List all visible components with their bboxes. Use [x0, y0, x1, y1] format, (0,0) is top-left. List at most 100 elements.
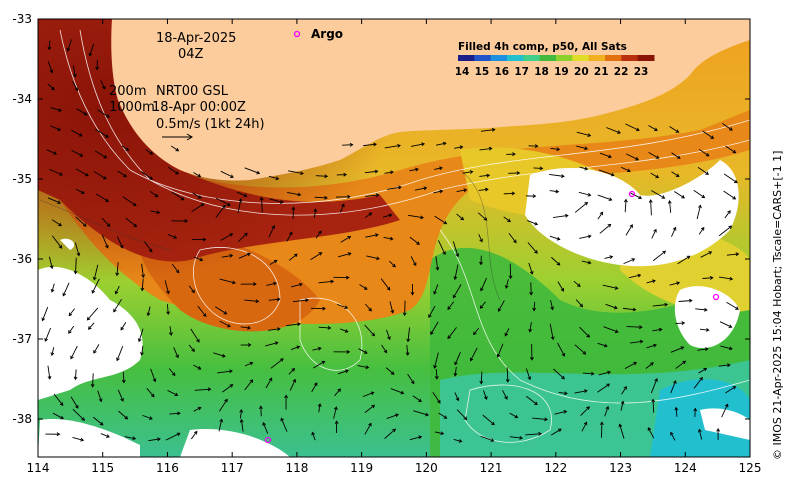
current-arrow-head: [202, 313, 207, 318]
current-arrow: [50, 125, 61, 131]
current-arrow: [215, 205, 226, 218]
current-arrow-head: [402, 312, 407, 317]
current-arrow-head: [271, 225, 276, 229]
current-arrow-head: [184, 219, 189, 223]
current-arrow: [624, 362, 637, 370]
current-arrow-head: [638, 195, 643, 200]
current-arrow-head: [180, 196, 185, 201]
current-arrow-head: [88, 326, 92, 330]
current-arrow-head: [255, 299, 260, 304]
current-arrow-head: [732, 386, 737, 390]
current-arrow-head: [405, 352, 410, 356]
current-arrow: [720, 345, 733, 350]
colorbar-tick-label: 21: [594, 66, 609, 78]
current-arrow-head: [140, 351, 144, 356]
current-arrow-head: [420, 215, 424, 220]
colorbar: [458, 55, 655, 61]
current-arrow: [413, 410, 429, 416]
current-arrow-head: [103, 154, 108, 159]
current-arrow: [480, 129, 495, 132]
current-arrow: [213, 352, 226, 357]
current-arrow-head: [334, 420, 339, 425]
current-arrow: [724, 210, 731, 219]
current-arrow-head: [608, 154, 612, 159]
current-arrow: [47, 83, 55, 90]
current-arrow: [552, 215, 568, 219]
current-arrow: [604, 256, 613, 259]
current-arrow-head: [647, 427, 652, 431]
current-arrow-head: [123, 173, 127, 178]
current-arrow-head: [698, 204, 702, 209]
current-arrow: [70, 345, 78, 359]
current-arrow-head: [58, 245, 63, 249]
current-arrow-head: [534, 250, 538, 254]
current-arrow-head: [483, 217, 488, 221]
current-arrow-head: [490, 438, 495, 442]
current-arrow: [72, 408, 85, 421]
current-arrow: [124, 436, 136, 440]
current-arrow-head: [688, 298, 693, 303]
current-arrow: [315, 230, 322, 239]
current-arrow-head: [219, 418, 224, 423]
current-arrow: [117, 170, 127, 178]
current-arrow-head: [455, 253, 460, 258]
current-arrow: [364, 303, 372, 312]
current-arrow: [550, 256, 561, 266]
argo-legend-icon: [293, 30, 301, 38]
current-arrow-head: [513, 239, 517, 244]
current-arrow: [318, 403, 321, 413]
current-arrow: [671, 227, 676, 237]
current-arrow-head: [727, 210, 731, 214]
current-arrow-head: [140, 287, 145, 292]
current-arrow: [268, 175, 279, 180]
current-arrow: [454, 366, 457, 376]
current-arrow: [603, 326, 619, 333]
current-arrow: [630, 192, 642, 199]
current-arrow-head: [460, 216, 465, 221]
current-arrow: [549, 190, 559, 193]
y-axis: -33 -34 -35 -36 -37 -38: [12, 12, 750, 426]
current-arrow-head: [410, 291, 415, 296]
current-arrow: [340, 236, 351, 243]
current-arrow: [605, 303, 618, 309]
current-arrow: [697, 166, 709, 175]
current-arrow: [385, 367, 395, 375]
current-arrow-head: [395, 413, 399, 418]
current-arrow: [648, 125, 658, 131]
current-arrow-head: [584, 166, 589, 171]
current-arrow: [480, 277, 487, 291]
current-arrow-head: [587, 260, 592, 265]
current-arrow: [669, 200, 672, 213]
current-arrow: [438, 412, 447, 419]
current-arrow: [236, 191, 247, 197]
current-arrow-head: [463, 416, 468, 421]
current-arrow: [115, 285, 120, 294]
current-arrow: [505, 279, 509, 289]
current-arrow: [62, 282, 70, 296]
current-arrow-head: [175, 354, 179, 359]
current-arrow-head: [90, 383, 95, 388]
current-arrow-head: [193, 430, 198, 435]
current-arrow: [190, 328, 200, 343]
current-arrow: [576, 131, 591, 137]
current-arrow-head: [652, 279, 656, 284]
current-arrow-head: [368, 422, 372, 427]
current-arrow-head: [550, 336, 555, 341]
current-arrow: [101, 234, 109, 248]
current-arrow: [384, 428, 396, 439]
colorbar-swatch: [507, 55, 524, 61]
current-arrow-head: [74, 87, 79, 92]
current-arrow: [525, 395, 538, 405]
colorbar-tick-label: 14: [455, 66, 470, 78]
current-arrow: [51, 347, 55, 356]
current-arrow-head: [397, 143, 401, 148]
current-arrow: [141, 263, 144, 278]
current-arrow-head: [57, 200, 62, 204]
current-arrow: [549, 323, 554, 340]
current-arrow-head: [47, 375, 52, 380]
current-arrow-head: [280, 358, 284, 362]
current-arrow-head: [313, 382, 318, 387]
current-arrow: [168, 368, 176, 376]
current-arrow-head: [152, 378, 157, 383]
current-arrow-head: [222, 204, 226, 209]
